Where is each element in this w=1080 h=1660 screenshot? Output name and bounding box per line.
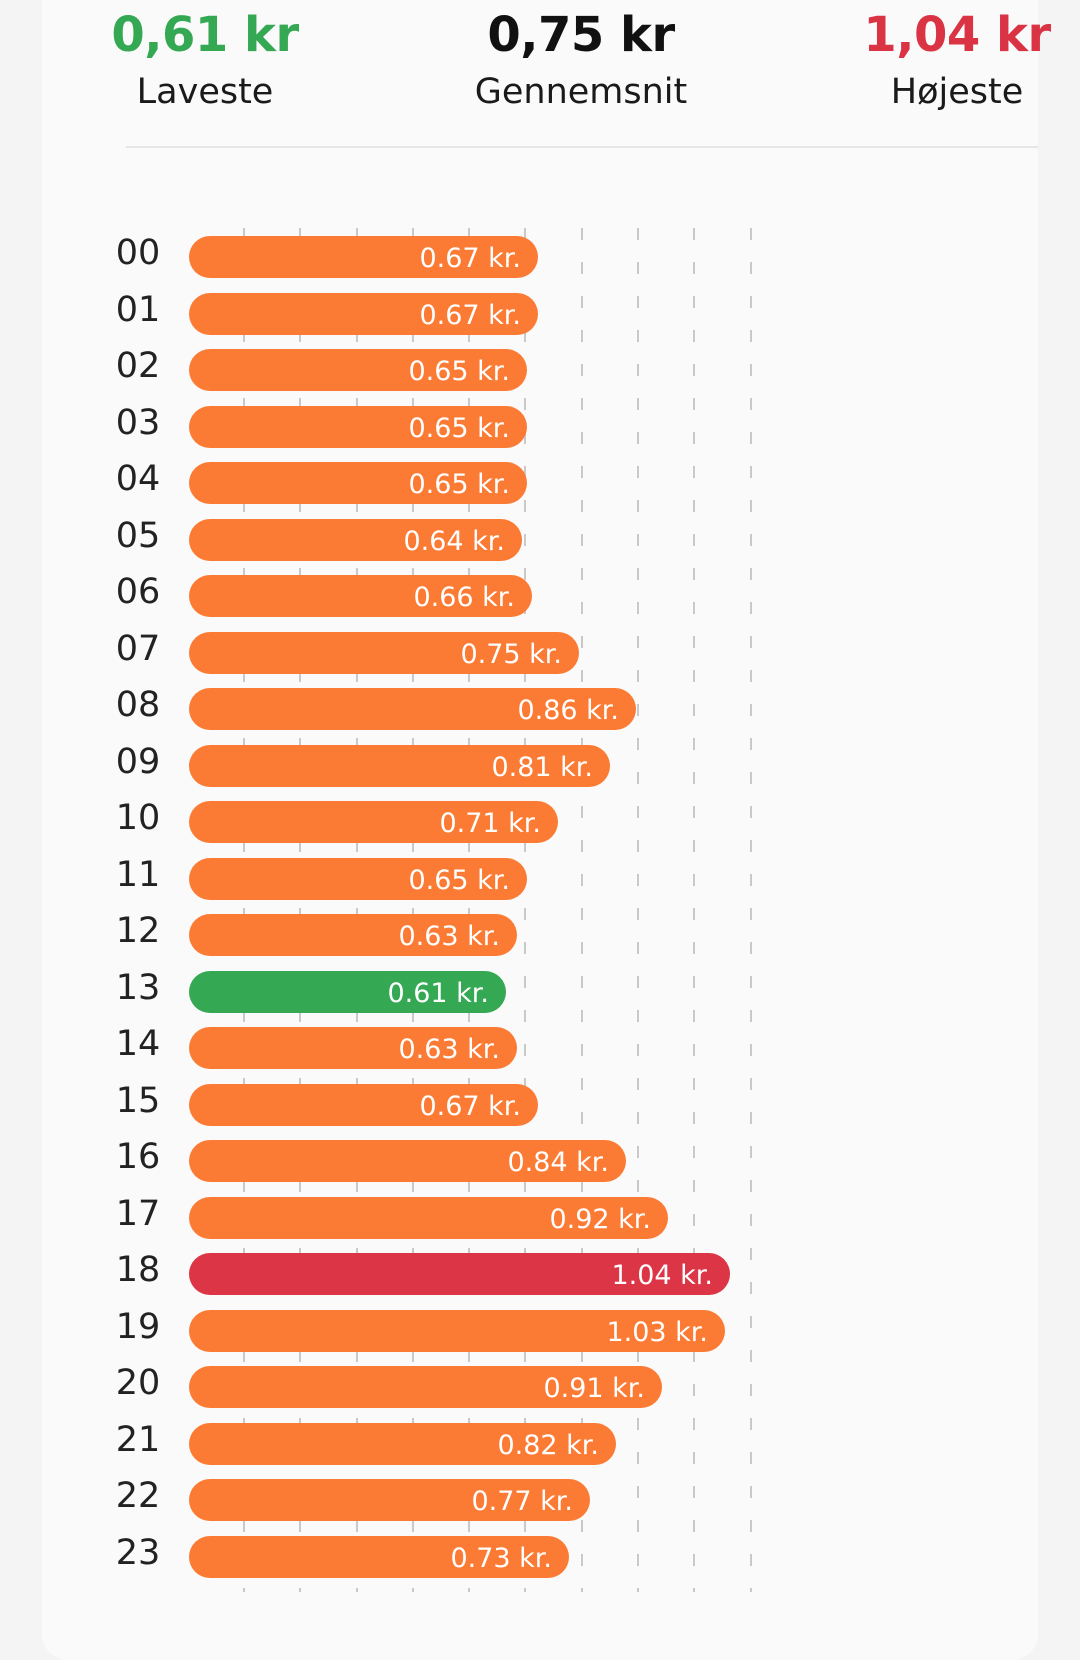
price-bar-label: 0.65 kr.	[408, 864, 510, 896]
average-price-value: 0,75 kr	[487, 7, 675, 63]
hour-label: 10	[115, 798, 161, 838]
price-bar: 0.66 kr.	[189, 575, 532, 617]
price-bar-label: 0.77 kr.	[471, 1486, 573, 1517]
price-bar-label: 0.84 kr.	[507, 1147, 609, 1178]
hour-label: 05	[115, 515, 161, 556]
hour-label: 14	[115, 1024, 161, 1064]
hour-label: 04	[115, 459, 161, 499]
lowest-price-value: 0,61 kr	[111, 7, 299, 63]
price-bar: 0.64 kr.	[189, 518, 522, 561]
price-bar-label: 0.67 kr.	[419, 1090, 521, 1122]
price-bar-label: 0.73 kr.	[450, 1542, 552, 1574]
price-bar: 0.82 kr.	[189, 1422, 616, 1465]
price-bar: 0.61 kr.	[189, 970, 506, 1013]
highest-price-stat: 1,04 kr Højeste	[827, 6, 1080, 120]
average-price-label: Gennemsnit	[474, 72, 688, 112]
hour-label: 09	[115, 741, 161, 782]
price-bar: 0.67 kr.	[189, 236, 538, 278]
hour-label: 02	[115, 346, 161, 386]
price-bar: 1.03 kr.	[189, 1309, 725, 1352]
price-bar-label: 0.82 kr.	[497, 1429, 599, 1461]
price-bar: 0.67 kr.	[189, 1083, 538, 1126]
lowest-price-stat: 0,61 kr Laveste	[75, 6, 335, 120]
price-bar: 0.91 kr.	[189, 1366, 662, 1408]
price-bar-label: 0.92 kr.	[549, 1203, 651, 1235]
hour-label: 23	[115, 1532, 161, 1573]
price-bar-label: 0.66 kr.	[413, 582, 515, 613]
hour-label: 06	[115, 572, 161, 612]
price-bar-label: 0.91 kr.	[543, 1373, 645, 1404]
price-bar: 0.63 kr.	[189, 914, 517, 956]
hour-label: 07	[115, 628, 161, 669]
price-bar: 0.92 kr.	[189, 1196, 668, 1239]
price-bar: 0.67 kr.	[189, 292, 538, 335]
price-bar-label: 0.67 kr.	[419, 243, 521, 274]
price-bar-label: 0.65 kr.	[408, 356, 510, 387]
hour-label: 01	[115, 289, 161, 330]
summary-divider	[126, 146, 1038, 148]
price-bar-label: 0.63 kr.	[398, 921, 500, 952]
price-bar-label: 0.64 kr.	[403, 525, 505, 557]
price-bar-label: 0.71 kr.	[439, 808, 541, 839]
highest-price-value: 1,04 kr	[863, 7, 1051, 63]
price-bar-label: 0.75 kr.	[460, 638, 562, 670]
hour-label: 11	[115, 854, 161, 895]
price-bar-label: 0.67 kr.	[419, 299, 521, 331]
price-bar-label: 0.86 kr.	[517, 695, 619, 726]
price-bar: 0.71 kr.	[189, 801, 558, 843]
price-bar: 0.65 kr.	[189, 857, 527, 900]
hour-label: 15	[115, 1080, 161, 1121]
lowest-price-label: Laveste	[136, 72, 274, 112]
price-bar: 0.73 kr.	[189, 1535, 569, 1578]
price-bar: 0.81 kr.	[189, 744, 610, 787]
price-bar-label: 0.61 kr.	[387, 977, 489, 1009]
price-bar-label: 1.04 kr.	[611, 1260, 713, 1291]
price-bar: 0.75 kr.	[189, 631, 579, 674]
price-bar: 0.65 kr.	[189, 405, 527, 448]
hour-label: 20	[115, 1363, 161, 1403]
price-bar-label: 1.03 kr.	[606, 1316, 708, 1348]
hour-label: 00	[115, 233, 161, 273]
hour-label: 17	[115, 1193, 161, 1234]
price-bar: 0.84 kr.	[189, 1140, 626, 1182]
price-bar-label: 0.63 kr.	[398, 1034, 500, 1065]
average-price-stat: 0,75 kr Gennemsnit	[451, 6, 711, 120]
hour-label: 12	[115, 911, 161, 951]
hour-label: 18	[115, 1250, 161, 1290]
price-bar: 0.86 kr.	[189, 688, 636, 730]
price-bar-label: 0.81 kr.	[491, 751, 593, 783]
price-bar: 1.04 kr.	[189, 1253, 730, 1295]
hour-label: 16	[115, 1137, 161, 1177]
price-bar: 0.65 kr.	[189, 462, 527, 504]
hour-label: 13	[115, 967, 161, 1008]
price-bar: 0.77 kr.	[189, 1479, 590, 1521]
highest-price-label: Højeste	[890, 72, 1024, 112]
hour-label: 08	[115, 685, 161, 725]
hour-label: 21	[115, 1419, 161, 1460]
price-bar-label: 0.65 kr.	[408, 412, 510, 444]
hour-label: 22	[115, 1476, 161, 1516]
price-bar: 0.65 kr.	[189, 349, 527, 391]
price-bar: 0.63 kr.	[189, 1027, 517, 1069]
hour-label: 03	[115, 402, 161, 443]
price-bar-label: 0.65 kr.	[408, 469, 510, 500]
hour-label: 19	[115, 1306, 161, 1347]
